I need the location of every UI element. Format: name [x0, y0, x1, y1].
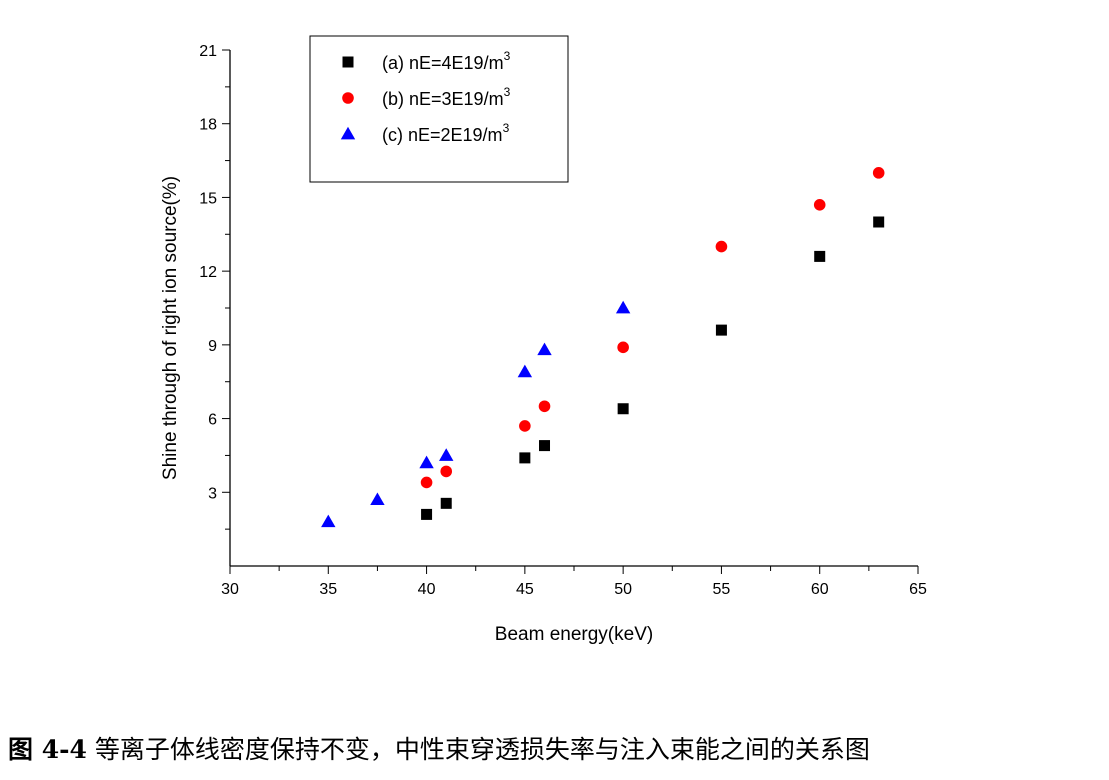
square-point — [617, 403, 629, 415]
legend-entry-superscript: 3 — [504, 49, 511, 63]
square-point — [814, 250, 826, 262]
square-point — [873, 216, 885, 228]
x-axis-label: Beam energy(keV) — [495, 624, 653, 645]
square-point — [421, 508, 433, 520]
figure-number: 图 4-4 — [8, 735, 87, 764]
x-tick-label: 35 — [319, 581, 337, 598]
x-tick-label: 60 — [811, 581, 829, 598]
x-tick-label: 40 — [418, 581, 436, 598]
legend-circle-marker — [342, 92, 354, 104]
x-tick-label: 55 — [713, 581, 731, 598]
x-tick-label: 45 — [516, 581, 534, 598]
x-tick-label: 65 — [909, 581, 927, 598]
y-tick-label: 3 — [208, 485, 217, 502]
triangle-point — [537, 342, 552, 356]
x-tick-label: 30 — [221, 581, 239, 598]
circle-point — [440, 465, 453, 478]
triangle-point — [517, 364, 533, 378]
circle-point — [715, 240, 728, 253]
square-point — [715, 324, 727, 336]
x-tick-label: 50 — [614, 581, 632, 598]
triangle-point — [419, 455, 434, 469]
circle-point — [519, 420, 531, 432]
legend-square-marker — [342, 56, 354, 68]
data-marks — [321, 167, 885, 528]
square-point — [539, 440, 551, 452]
tick-labels: 30 35 40 45 50 55 60 65 3 6 9 12 15 18 21 — [199, 43, 927, 598]
triangle-point — [439, 448, 454, 461]
y-tick-label: 12 — [199, 264, 217, 281]
circle-point — [617, 341, 629, 354]
scatter-plot: 30 35 40 45 50 55 60 65 3 6 9 12 15 18 21 (a) nE=4E19/… — [160, 35, 927, 645]
series-triangle — [321, 300, 631, 528]
legend-entry-label: (c) nE=2E19/m3 — [382, 121, 510, 145]
circle-point — [872, 167, 885, 179]
triangle-point — [370, 492, 385, 506]
circle-point — [813, 199, 826, 211]
y-tick-label: 18 — [199, 117, 217, 134]
legend-entry-label: (a) nE=4E19/m3 — [382, 49, 511, 73]
square-point — [440, 497, 452, 509]
square-point — [519, 452, 531, 464]
y-axis-label: Shine through of right ion source(%) — [160, 176, 181, 480]
figure-caption-text: 等离子体线密度保持不变，中性束穿透损失率与注入束能之间的关系图 — [94, 735, 870, 764]
axis-ticks — [222, 49, 919, 574]
legend-entry-superscript: 3 — [503, 121, 510, 135]
legend-triangle-marker — [340, 126, 356, 140]
y-tick-label: 9 — [208, 338, 217, 355]
y-tick-label: 21 — [199, 43, 217, 60]
legend-entry-label: (b) nE=3E19/m3 — [382, 85, 511, 109]
circle-point — [538, 400, 551, 413]
series-square — [421, 216, 885, 520]
triangle-point — [321, 514, 336, 528]
circle-point — [420, 476, 433, 489]
figure-caption: 图 4-4 等离子体线密度保持不变，中性束穿透损失率与注入束能之间的关系图 — [8, 730, 870, 766]
y-tick-label: 6 — [208, 412, 217, 429]
y-tick-label: 15 — [199, 190, 217, 207]
legend: (a) nE=4E19/m3 (b) nE=3E19/m3 (c) nE=2E19/… — [309, 35, 569, 183]
series-circle — [420, 167, 885, 489]
triangle-point — [615, 300, 631, 314]
chart-figure: 30 35 40 45 50 55 60 65 3 6 9 12 15 18 21 (a) nE=4E19/… — [160, 35, 927, 645]
legend-entry-superscript: 3 — [504, 85, 511, 99]
